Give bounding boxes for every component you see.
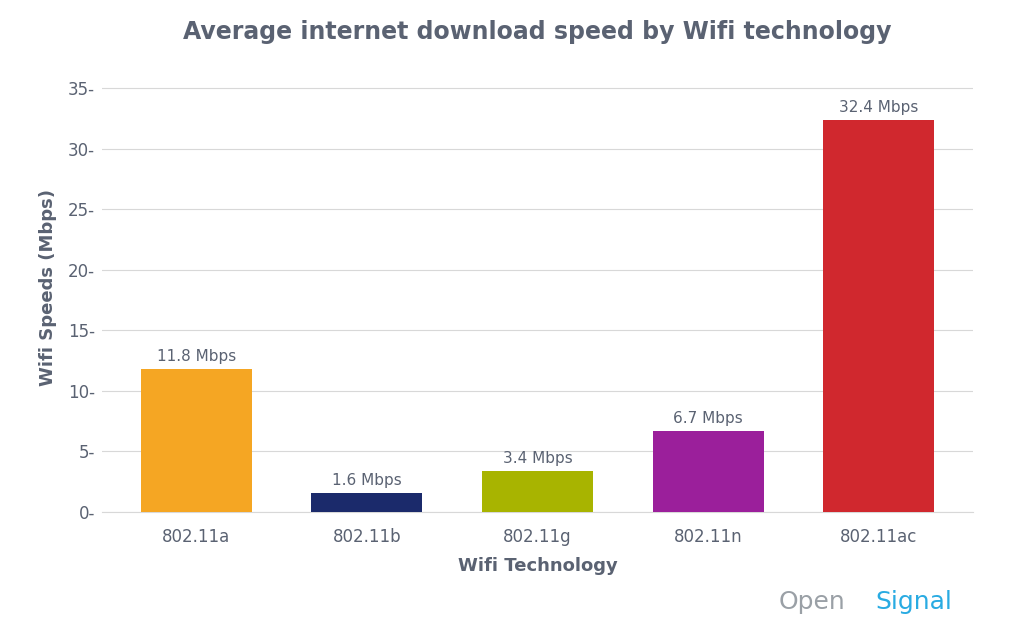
Text: 32.4 Mbps: 32.4 Mbps <box>840 100 919 115</box>
Text: 6.7 Mbps: 6.7 Mbps <box>674 411 743 426</box>
X-axis label: Wifi Technology: Wifi Technology <box>458 557 617 575</box>
Y-axis label: Wifi Speeds (Mbps): Wifi Speeds (Mbps) <box>39 189 56 387</box>
Bar <box>823 120 935 512</box>
Title: Average internet download speed by Wifi technology: Average internet download speed by Wifi … <box>183 20 892 44</box>
Bar <box>482 471 593 512</box>
Text: 1.6 Mbps: 1.6 Mbps <box>332 473 401 488</box>
Bar <box>311 493 423 512</box>
Bar <box>141 369 252 512</box>
Bar <box>653 431 764 512</box>
Text: Signal: Signal <box>876 590 952 614</box>
Text: 3.4 Mbps: 3.4 Mbps <box>503 451 572 466</box>
Text: 11.8 Mbps: 11.8 Mbps <box>157 349 236 364</box>
Text: Open: Open <box>778 590 845 614</box>
